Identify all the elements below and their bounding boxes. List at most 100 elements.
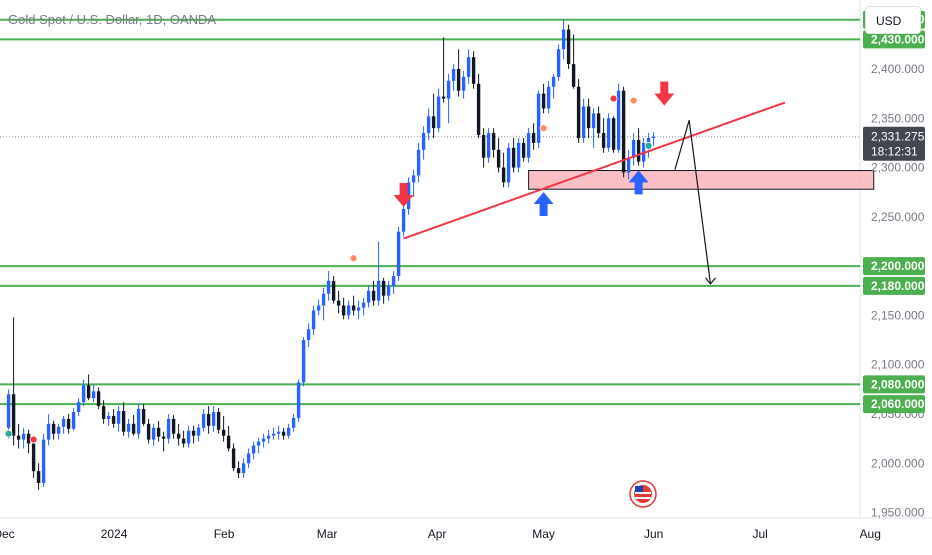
candle-body [531, 133, 536, 143]
candle [176, 423, 181, 446]
candle-body [651, 136, 656, 138]
price-axis[interactable]: 1,950.0002,000.0002,050.0002,100.0002,15… [863, 10, 925, 520]
candle-body [61, 418, 66, 427]
candle-body [71, 412, 76, 429]
candle-body [16, 435, 21, 440]
level-price-label[interactable]: 2,180.000 [863, 276, 925, 295]
candle [196, 423, 201, 442]
symbol-title: Gold Spot / U.S. Dollar, 1D, OANDA [8, 12, 217, 27]
candle-body [301, 340, 306, 383]
candle [306, 323, 311, 347]
candle [376, 241, 381, 306]
event-dot[interactable] [4, 429, 13, 438]
event-dot[interactable] [644, 141, 653, 150]
candle [96, 387, 101, 410]
event-dot[interactable] [539, 124, 548, 133]
candle [156, 420, 161, 442]
candle [331, 275, 336, 304]
candle-body [491, 133, 496, 150]
candle [616, 83, 621, 153]
candle [46, 413, 51, 446]
candle [101, 400, 106, 424]
candle [226, 425, 231, 452]
candle-body [161, 436, 166, 439]
x-tick-label: Dec [0, 527, 15, 541]
candle-body [471, 57, 476, 84]
candle [536, 90, 541, 148]
candle-body [156, 427, 161, 437]
candle-body [556, 49, 561, 77]
candle [216, 408, 221, 434]
candle-body [66, 418, 71, 429]
candle-body [201, 413, 206, 428]
candle-body [596, 113, 601, 134]
candle [371, 280, 376, 306]
candle [51, 420, 56, 440]
candle [71, 408, 76, 431]
candle-body [431, 116, 436, 129]
level-label-bg [863, 375, 925, 394]
candle-body [231, 448, 236, 469]
event-dot[interactable] [629, 96, 638, 105]
candle-body [451, 68, 456, 81]
candle [336, 290, 341, 314]
event-dot[interactable] [29, 435, 38, 444]
candle-body [551, 76, 556, 87]
y-tick-label: 2,100.000 [871, 358, 925, 372]
candle-body [586, 106, 591, 129]
candle [141, 404, 146, 426]
trendline[interactable] [403, 101, 786, 240]
candle-body [566, 29, 571, 65]
candle-body [291, 417, 296, 428]
candle-body [456, 68, 461, 91]
candle [41, 433, 46, 487]
candle [266, 429, 271, 444]
level-label-text: 2,080.000 [871, 377, 925, 391]
candle-body [141, 409, 146, 424]
flag-logo [629, 480, 657, 508]
support-zone[interactable] [528, 170, 875, 190]
candle-body [176, 433, 181, 439]
candle [26, 429, 31, 454]
candle-body [486, 133, 491, 158]
candle [471, 51, 476, 89]
candle-body [191, 430, 196, 436]
buy-arrow-icon [533, 192, 554, 217]
candle-body [211, 412, 216, 426]
currency-button[interactable]: USD [865, 6, 921, 34]
level-price-label[interactable]: 2,060.000 [863, 395, 925, 414]
candle-body [11, 394, 16, 436]
candle-body [251, 445, 256, 454]
candle [151, 423, 156, 446]
candle [166, 413, 171, 444]
bar-countdown-text: 18:12:31 [871, 145, 918, 159]
level-label-bg [863, 30, 925, 49]
level-price-label[interactable]: 2,200.000 [863, 257, 925, 276]
projection-path[interactable] [674, 120, 712, 284]
candle-body [541, 93, 546, 109]
candle [66, 413, 71, 434]
current-price-text: 2,331.275 [871, 130, 925, 144]
event-dot[interactable] [609, 94, 618, 103]
event-dot[interactable] [349, 254, 358, 263]
time-axis[interactable]: Dec 2024 Feb Mar Apr May Jun Jul Aug [0, 527, 881, 541]
candle [506, 142, 511, 188]
sell-arrow-icon [654, 81, 675, 106]
candle-body [81, 385, 86, 403]
candle [476, 73, 481, 138]
candle-body [311, 310, 316, 330]
level-price-label[interactable]: 2,080.000 [863, 375, 925, 394]
candle-body [6, 394, 11, 428]
level-price-label[interactable]: 2,430.000 [863, 30, 925, 49]
candle [511, 137, 516, 173]
candle-body [396, 231, 401, 276]
candle-body [476, 83, 481, 136]
candle [486, 128, 491, 163]
candle [396, 226, 401, 281]
level-label-text: 2,180.000 [871, 279, 925, 293]
y-tick-label: 2,150.000 [871, 308, 925, 322]
y-tick-label: 2,250.000 [871, 210, 925, 224]
